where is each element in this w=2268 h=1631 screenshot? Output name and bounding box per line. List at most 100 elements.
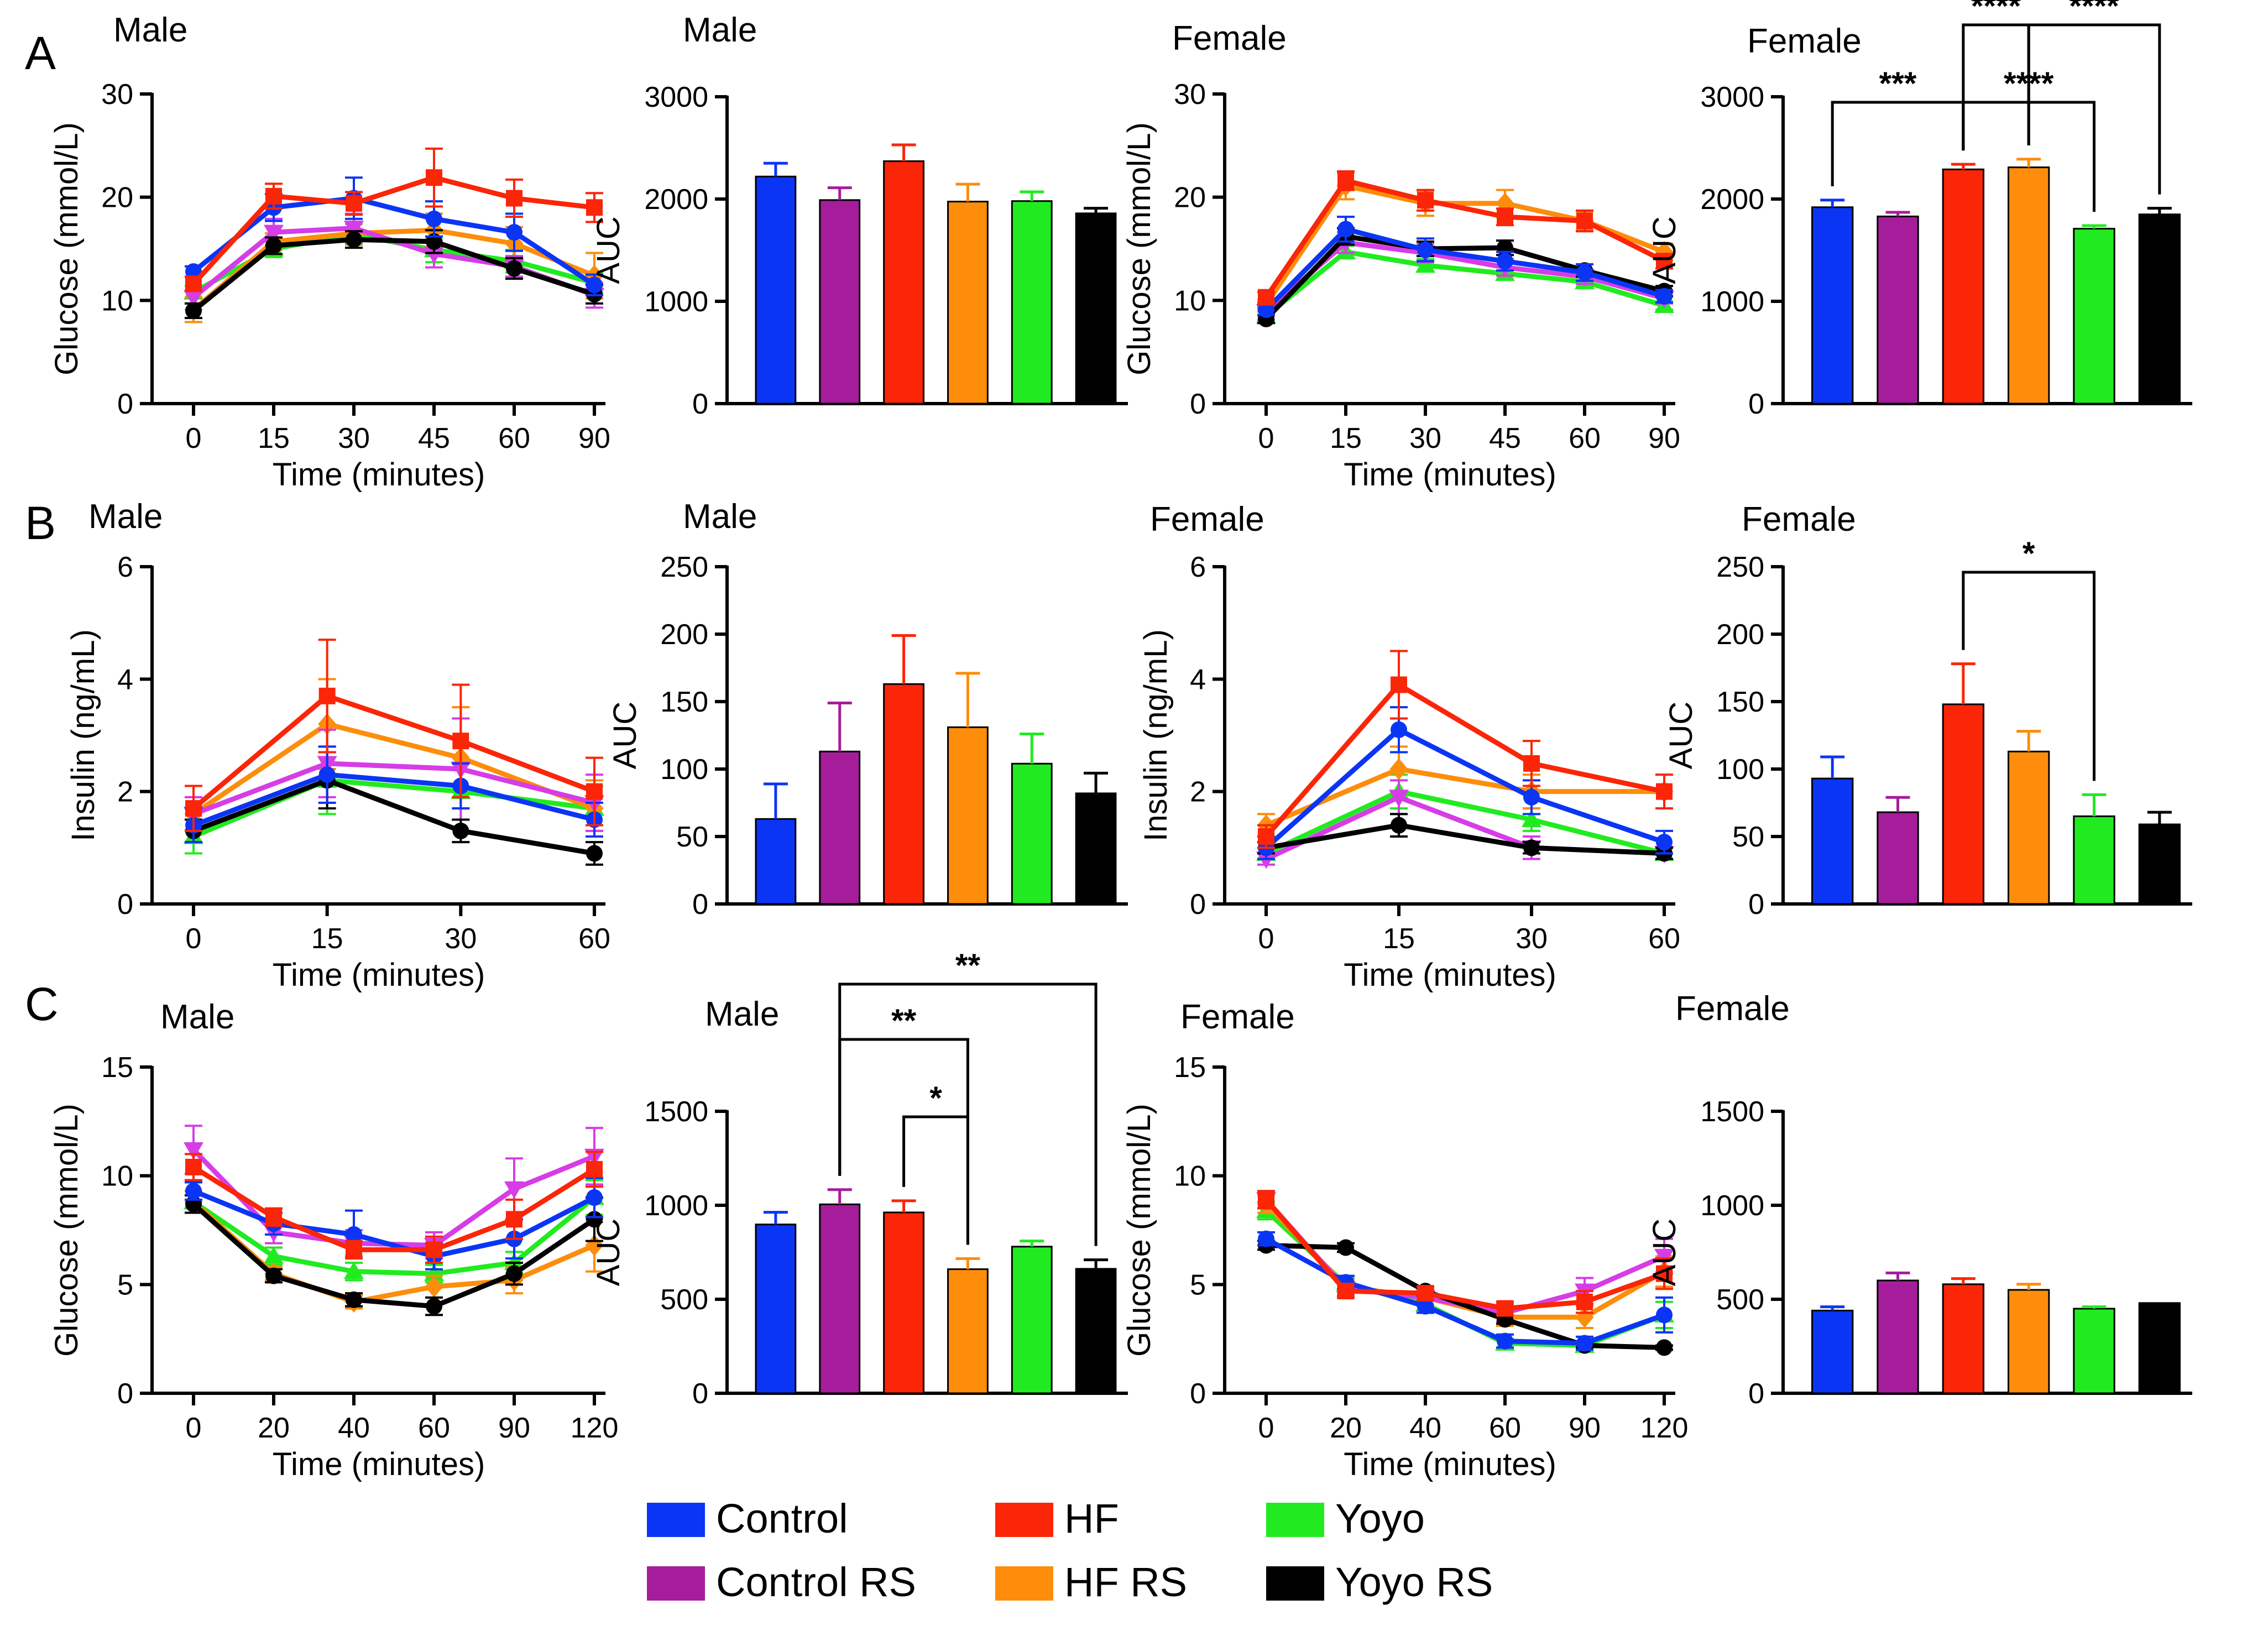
data-point	[1497, 208, 1513, 226]
series-line	[192, 722, 595, 817]
data-point	[1258, 828, 1274, 845]
legend-label: Yoyo	[1335, 1496, 1425, 1541]
y-tick-label: 4	[117, 663, 133, 696]
chart-title-B-male-line: Male	[88, 498, 163, 536]
y-axis-title: Glucose (mmol/L)	[49, 122, 85, 375]
data-point	[1415, 255, 1435, 273]
data-point	[265, 237, 282, 254]
x-axis-title: Time (minutes)	[273, 457, 485, 493]
series-line	[192, 1195, 596, 1277]
y-tick-label: 0	[1190, 888, 1206, 921]
data-point	[1656, 783, 1673, 800]
data-point	[318, 766, 336, 783]
x-tick-label: 0	[1258, 923, 1274, 955]
chart-title-A-female-line: Female	[1172, 19, 1287, 57]
y-tick-label: 50	[676, 821, 708, 853]
data-point	[506, 224, 522, 241]
data-point	[1523, 788, 1540, 806]
data-point	[185, 800, 202, 817]
y-tick-label: 30	[1174, 79, 1206, 111]
legend-swatch-control-rs	[647, 1566, 705, 1601]
line-chart-A-male-line: 0 10 20 30 Glucose (mmol/L) 0 15 30 45 60 90 Time (…	[49, 79, 610, 493]
line-chart-A-female-line: 0 10 20 30 Glucose (mmol/L) 0 15 30 45 60 90 Time (…	[1121, 79, 1680, 493]
bar-hf-rs	[947, 201, 989, 405]
data-point	[184, 290, 203, 307]
bar-yoyo-rs	[2138, 1302, 2181, 1394]
y-axis-title: AUC	[607, 702, 643, 769]
bar-hf	[883, 160, 924, 405]
series-line	[192, 1165, 596, 1252]
x-tick-label: 60	[1489, 1412, 1521, 1444]
series-line	[1264, 727, 1665, 850]
bar-control	[755, 1224, 797, 1394]
x-axis-title: Time (minutes)	[273, 957, 485, 993]
series-line	[1264, 249, 1665, 318]
x-tick-label: 90	[498, 1412, 530, 1444]
series-hf	[1257, 1190, 1673, 1317]
legend-label: HF	[1064, 1496, 1119, 1541]
data-point	[1258, 289, 1274, 306]
x-axis-title: Time (minutes)	[1344, 1446, 1556, 1482]
x-axis-title: Time (minutes)	[1344, 957, 1556, 993]
data-point	[184, 1142, 203, 1160]
bar-control-rs	[1877, 811, 1919, 905]
data-point	[1391, 676, 1407, 693]
x-tick-label: 120	[1640, 1412, 1689, 1444]
bar-control	[1811, 206, 1854, 405]
y-tick-label: 6	[117, 551, 133, 583]
x-tick-label: 60	[418, 1412, 450, 1444]
data-point	[1576, 1293, 1593, 1310]
series-control	[1257, 706, 1673, 860]
data-point	[586, 845, 603, 862]
y-axis-title: AUC	[1647, 1219, 1682, 1286]
chart-title-A-male-bar: Male	[683, 11, 757, 49]
bar-yoyo	[2073, 1308, 2115, 1394]
series-line	[1264, 240, 1665, 314]
data-point	[1417, 1285, 1434, 1302]
x-tick-label: 90	[1648, 422, 1680, 454]
y-tick-label: 1000	[644, 286, 708, 318]
significance-label: *	[929, 1080, 942, 1116]
x-tick-label: 60	[1569, 422, 1601, 454]
data-point	[1497, 253, 1513, 270]
x-tick-label: 15	[1383, 923, 1415, 955]
data-point	[1417, 241, 1434, 258]
x-tick-label: 40	[1409, 1412, 1441, 1444]
bar-control	[1811, 1309, 1854, 1394]
data-point	[185, 1158, 202, 1175]
series-line	[1264, 682, 1665, 838]
chart-title-A-female-bar: Female	[1747, 22, 1862, 60]
line-chart-C-female-line: 0 5 10 15 Glucose (mmol/L) 0 20 40 60 90 120 Time (…	[1121, 1052, 1688, 1482]
y-axis-title: AUC	[1647, 216, 1682, 284]
data-point	[1389, 790, 1409, 807]
x-tick-label: 15	[1330, 422, 1362, 454]
significance-bracket	[838, 982, 1098, 1246]
data-point	[1656, 287, 1673, 305]
chart-title-B-female-bar: Female	[1742, 500, 1856, 539]
y-tick-label: 0	[692, 888, 708, 921]
y-tick-label: 0	[117, 1378, 133, 1410]
y-axis-title: AUC	[590, 216, 626, 284]
y-tick-label: 0	[1748, 388, 1764, 420]
data-point	[1522, 809, 1541, 827]
x-tick-label: 20	[258, 1412, 290, 1444]
x-tick-label: 0	[186, 1412, 202, 1444]
data-point	[586, 783, 603, 800]
bar-hf	[1942, 168, 1985, 405]
data-point	[1391, 721, 1407, 738]
y-tick-label: 15	[101, 1052, 133, 1084]
x-tick-label: 30	[1516, 923, 1548, 955]
data-point	[265, 187, 282, 205]
y-tick-label: 250	[660, 551, 708, 583]
y-axis-title: Glucose (mmol/L)	[1121, 122, 1157, 375]
series-line	[192, 693, 595, 811]
x-tick-label: 90	[578, 422, 610, 454]
data-point	[586, 1189, 603, 1206]
x-tick-label: 120	[571, 1412, 619, 1444]
x-tick-label: 15	[311, 923, 343, 955]
series-hf	[185, 147, 603, 292]
x-tick-label: 0	[1258, 422, 1274, 454]
data-point	[1656, 1265, 1673, 1282]
bar-chart-A-male-bar: 0 1000 2000 3000 AUC	[590, 81, 1128, 420]
x-tick-label: 45	[418, 422, 450, 454]
